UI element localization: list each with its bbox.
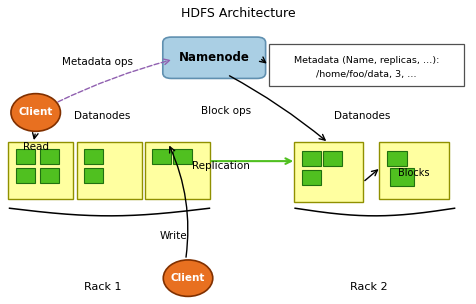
Text: Namenode: Namenode — [179, 51, 249, 64]
FancyBboxPatch shape — [40, 149, 59, 164]
FancyBboxPatch shape — [84, 168, 103, 183]
Text: Blocks: Blocks — [398, 168, 430, 178]
FancyBboxPatch shape — [77, 142, 142, 199]
Text: Read: Read — [23, 143, 49, 152]
FancyBboxPatch shape — [269, 44, 464, 86]
FancyBboxPatch shape — [152, 149, 171, 164]
FancyBboxPatch shape — [40, 168, 59, 183]
FancyBboxPatch shape — [163, 37, 266, 78]
Text: Write: Write — [160, 231, 188, 240]
FancyBboxPatch shape — [387, 151, 407, 166]
Text: /home/foo/data, 3, …: /home/foo/data, 3, … — [316, 70, 417, 78]
Text: HDFS Architecture: HDFS Architecture — [181, 7, 295, 20]
FancyBboxPatch shape — [16, 168, 35, 183]
Text: Client: Client — [171, 273, 205, 283]
Text: Rack 1: Rack 1 — [84, 282, 121, 292]
Text: Rack 2: Rack 2 — [350, 282, 388, 292]
Text: Datanodes: Datanodes — [334, 111, 390, 120]
Text: Datanodes: Datanodes — [74, 111, 130, 120]
FancyBboxPatch shape — [390, 168, 414, 186]
FancyBboxPatch shape — [145, 142, 210, 199]
Text: Metadata (Name, replicas, …):: Metadata (Name, replicas, …): — [294, 56, 439, 65]
FancyBboxPatch shape — [294, 142, 363, 202]
FancyBboxPatch shape — [8, 142, 73, 199]
Ellipse shape — [11, 94, 60, 131]
Text: Replication: Replication — [192, 161, 250, 171]
FancyBboxPatch shape — [379, 142, 449, 199]
Ellipse shape — [163, 260, 213, 296]
Text: Metadata ops: Metadata ops — [62, 57, 133, 67]
FancyBboxPatch shape — [302, 151, 321, 166]
FancyBboxPatch shape — [173, 149, 192, 164]
Text: Client: Client — [19, 108, 53, 117]
FancyBboxPatch shape — [302, 170, 321, 185]
Text: Block ops: Block ops — [201, 106, 251, 116]
FancyBboxPatch shape — [84, 149, 103, 164]
FancyBboxPatch shape — [323, 151, 342, 166]
FancyBboxPatch shape — [16, 149, 35, 164]
